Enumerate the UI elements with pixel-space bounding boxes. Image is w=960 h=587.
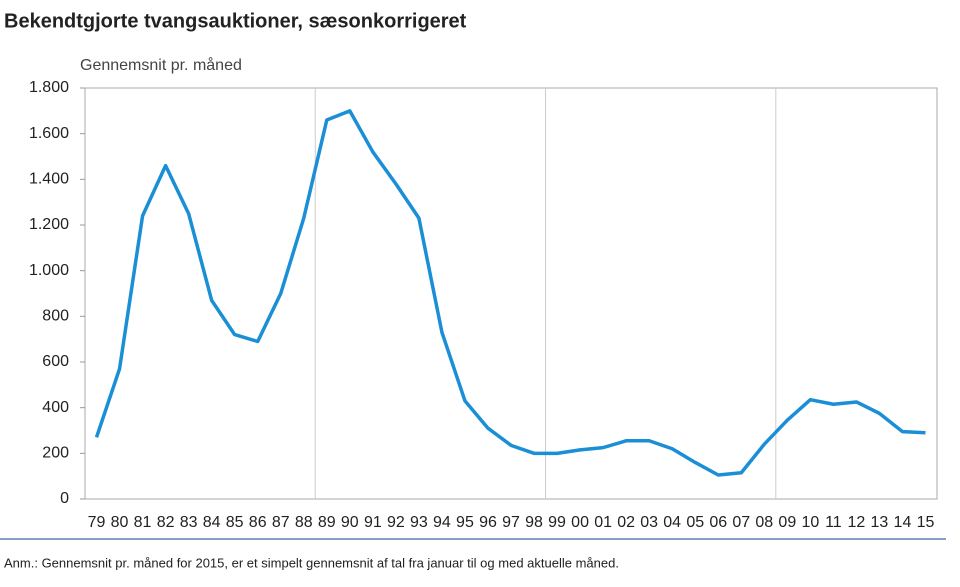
x-tick-label: 15 — [917, 514, 935, 531]
x-tick-label: 99 — [548, 514, 566, 531]
x-tick-label: 03 — [640, 514, 658, 531]
x-tick-label: 86 — [249, 514, 267, 531]
y-axis-label: Gennemsnit pr. måned — [80, 56, 242, 74]
x-tick-label: 14 — [894, 514, 912, 531]
x-tick-label: 89 — [318, 514, 336, 531]
x-tick-label: 81 — [134, 514, 152, 531]
x-tick-label: 97 — [502, 514, 520, 531]
x-tick-label: 82 — [157, 514, 175, 531]
y-tick-label: 800 — [42, 308, 69, 325]
x-tick-label: 96 — [479, 514, 497, 531]
x-tick-label: 92 — [387, 514, 405, 531]
x-tick-label: 00 — [571, 514, 589, 531]
x-tick-label: 07 — [732, 514, 750, 531]
x-tick-label: 02 — [617, 514, 635, 531]
x-tick-label: 79 — [88, 514, 106, 531]
x-tick-label: 13 — [871, 514, 889, 531]
line — [94, 109, 926, 477]
plot-frame — [84, 87, 938, 500]
x-tick-label: 98 — [525, 514, 543, 531]
x-tick-label: 87 — [272, 514, 290, 531]
x-tick-label: 10 — [801, 514, 819, 531]
x-tick-label: 93 — [410, 514, 428, 531]
y-tick-label: 200 — [42, 445, 69, 462]
x-tick-label: 80 — [111, 514, 129, 531]
x-tick-label: 95 — [456, 514, 474, 531]
y-tick-label: 0 — [60, 490, 69, 507]
x-tick-label: 90 — [341, 514, 359, 531]
y-tick-label: 1.800 — [29, 79, 69, 96]
x-tick-label: 11 — [825, 514, 842, 531]
y-tick-label: 1.200 — [29, 216, 69, 233]
x-tick-label: 08 — [755, 514, 773, 531]
x-tick-label: 06 — [709, 514, 727, 531]
chart-title: Bekendtgjorte tvangsauktioner, sæsonkorr… — [4, 10, 467, 32]
x-tick-label: 83 — [180, 514, 198, 531]
note: Anm.: Gennemsnit pr. måned for 2015, er … — [4, 555, 619, 570]
y-tick-label: 1.000 — [29, 262, 69, 279]
y-tick-label: 400 — [42, 399, 69, 416]
x-tick-label: 12 — [848, 514, 866, 531]
x-tick-label: 09 — [778, 514, 796, 531]
x-tick-label: 85 — [226, 514, 244, 531]
y-tick-label: 1.400 — [29, 171, 69, 188]
x-tick-label: 91 — [364, 514, 382, 531]
x-tick-label: 94 — [433, 514, 451, 531]
x-tick-label: 88 — [295, 514, 313, 531]
x-tick-label: 84 — [203, 514, 221, 531]
y-tick-label: 600 — [42, 353, 69, 370]
x-tick-label: 05 — [686, 514, 704, 531]
x-tick-label: 04 — [663, 514, 681, 531]
x-tick-label: 01 — [594, 514, 612, 531]
y-tick-label: 1.600 — [29, 125, 69, 142]
